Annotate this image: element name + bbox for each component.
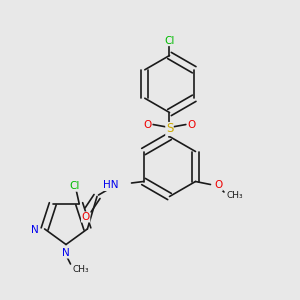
- Text: O: O: [187, 121, 196, 130]
- Text: O: O: [82, 212, 90, 222]
- Text: N: N: [31, 225, 39, 235]
- Text: S: S: [166, 122, 173, 136]
- Text: HN: HN: [103, 181, 118, 190]
- Text: CH₃: CH₃: [227, 191, 244, 200]
- Text: O: O: [214, 181, 222, 190]
- Text: Cl: Cl: [70, 181, 80, 191]
- Text: O: O: [143, 121, 152, 130]
- Text: Cl: Cl: [164, 36, 175, 46]
- Text: N: N: [62, 248, 70, 258]
- Text: CH₃: CH₃: [73, 265, 89, 274]
